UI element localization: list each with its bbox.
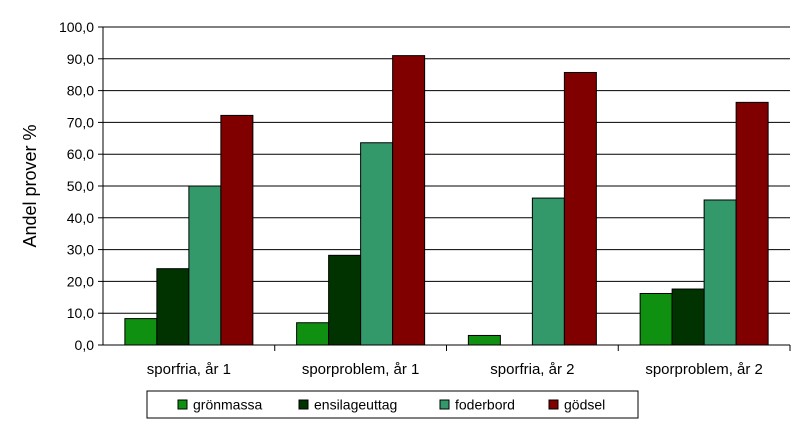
bar-foderbord-3	[703, 199, 737, 346]
legend-swatch-gödsel	[548, 399, 559, 410]
bar-foderbord-1	[360, 142, 394, 346]
y-tick-label: 0,0	[75, 337, 95, 353]
y-tick-label: 40,0	[67, 210, 94, 226]
y-tick-label: 10,0	[67, 305, 94, 321]
y-tick-label: 30,0	[67, 242, 94, 258]
bar-gödsel-3	[735, 101, 769, 346]
bar-gödsel-2	[563, 71, 597, 346]
y-tick-label: 90,0	[67, 51, 94, 67]
legend-swatch-foderbord	[439, 399, 450, 410]
y-tick-labels: 0,0 10,0 20,0 30,0 40,0 50,0 60,0 70,0 80,0 90,0 1…	[59, 19, 103, 353]
bar-ensilageuttag-1	[328, 254, 362, 346]
bar-grönmassa-3	[639, 292, 673, 346]
legend-label: grönmassa	[193, 397, 262, 413]
y-tick-label: 20,0	[67, 273, 94, 289]
bar-gödsel-1	[392, 55, 426, 346]
bar-gödsel-0	[220, 114, 254, 346]
category-labels: sporfria, år 1 sporproblem, år 1 sporfria,…	[147, 345, 791, 378]
legend-swatch-grönmassa	[177, 399, 188, 410]
legend-swatch-ensilageuttag	[298, 399, 309, 410]
category-label: sporfria, år 2	[490, 361, 574, 378]
legend-label: ensilageuttag	[314, 397, 397, 413]
y-tick-label: 100,0	[59, 19, 94, 35]
bar-grönmassa-1	[296, 322, 330, 346]
bar-foderbord-0	[188, 185, 222, 346]
bar-ensilageuttag-0	[156, 268, 190, 346]
category-label: sporproblem, år 2	[645, 361, 763, 378]
bar-grönmassa-0	[124, 318, 158, 346]
y-tick-label: 60,0	[67, 146, 94, 162]
y-tick-label: 80,0	[67, 83, 94, 99]
category-label: sporproblem, år 1	[302, 361, 420, 378]
legend-label: foderbord	[455, 397, 515, 413]
bar-foderbord-2	[531, 197, 565, 346]
bars	[124, 55, 769, 346]
y-axis-title: Andel prover %	[20, 124, 40, 247]
legend-label: gödsel	[564, 397, 605, 413]
bar-grönmassa-2	[467, 334, 501, 346]
category-label: sporfria, år 1	[147, 361, 231, 378]
y-tick-label: 50,0	[67, 178, 94, 194]
y-tick-label: 70,0	[67, 114, 94, 130]
bar-ensilageuttag-3	[671, 288, 705, 346]
legend: grönmassa ensilageuttag foderbord gödsel	[146, 390, 639, 419]
